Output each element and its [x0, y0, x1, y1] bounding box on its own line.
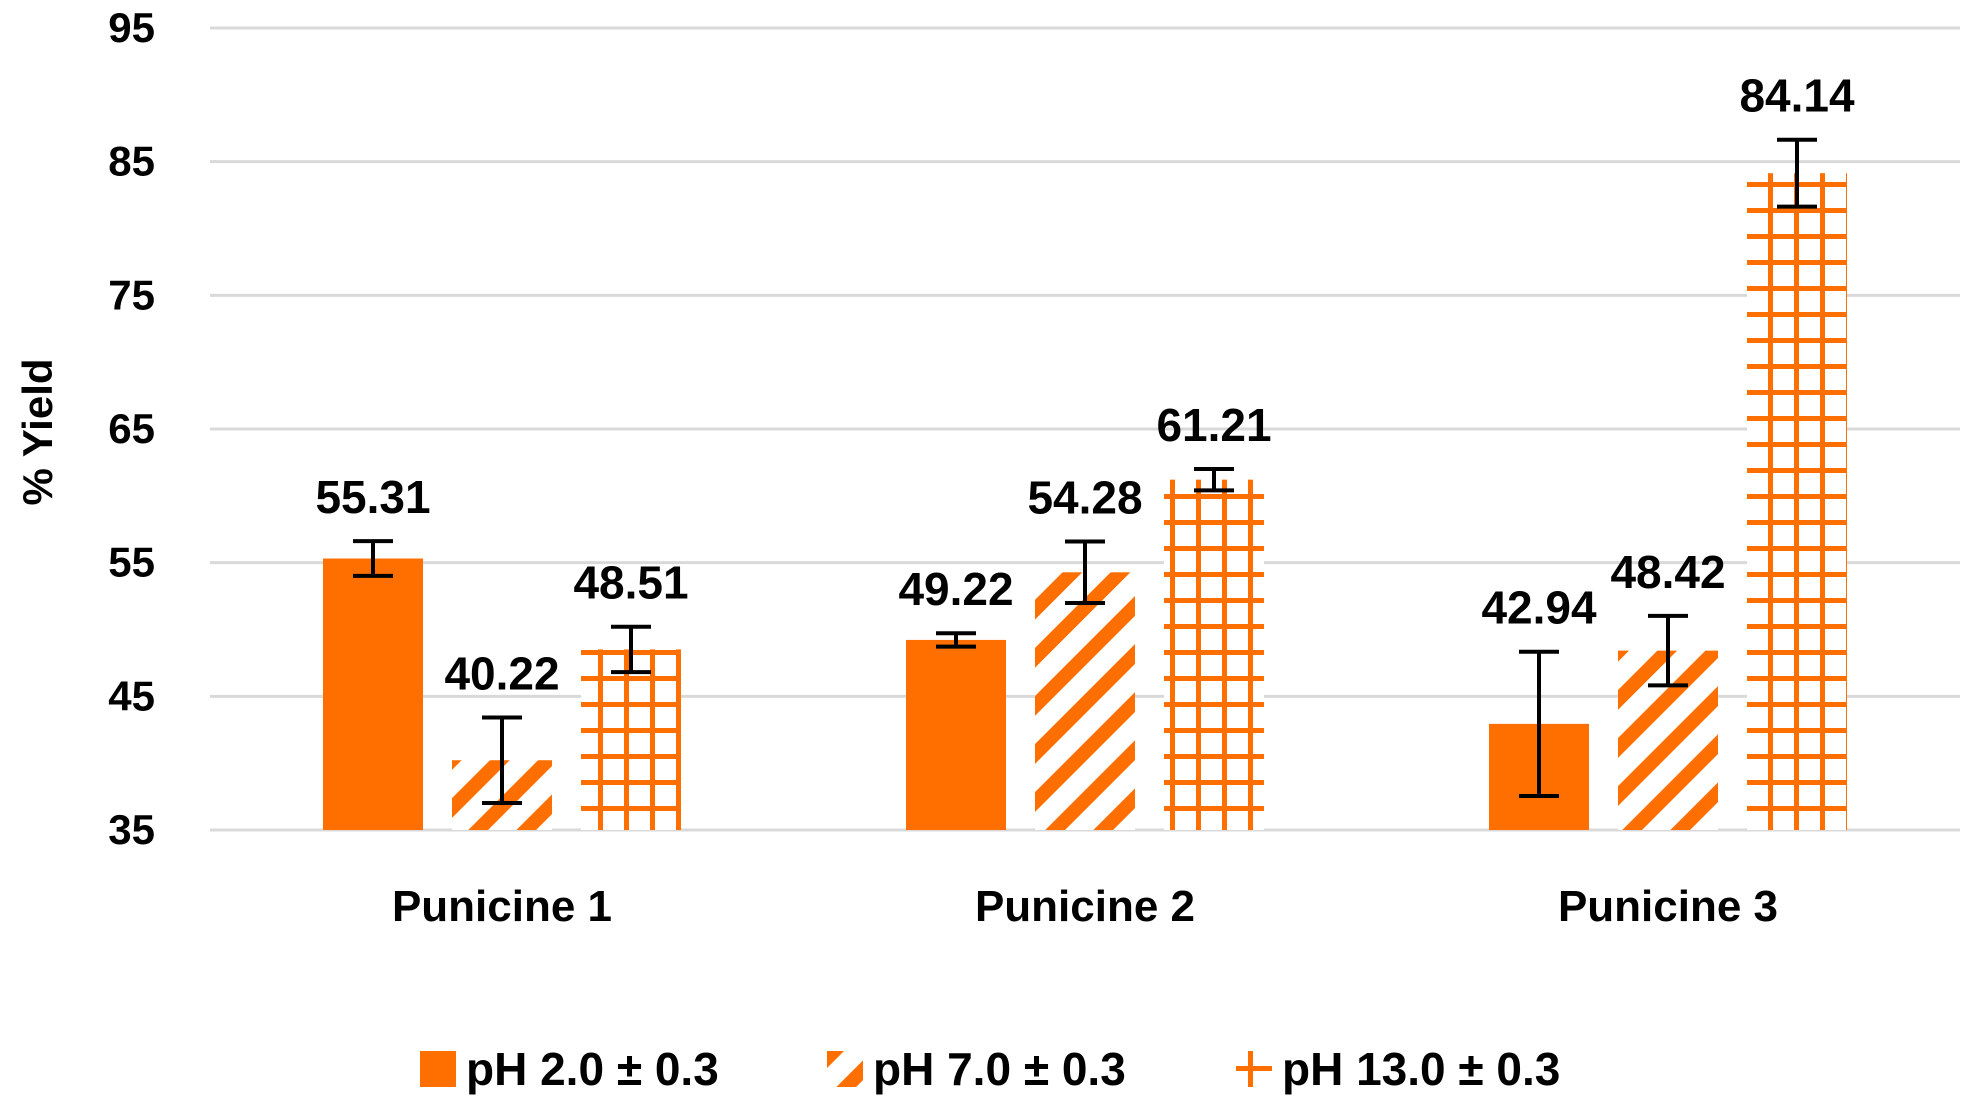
bar: [1164, 479, 1264, 830]
legend-swatch: [420, 1051, 456, 1087]
y-axis-ticks: 35 45 55 65 75 85 95: [108, 4, 155, 853]
y-tick-label: 65: [108, 405, 155, 452]
data-label: 55.31: [315, 471, 430, 523]
y-tick-label: 45: [108, 672, 155, 719]
data-label: 54.28: [1027, 472, 1142, 524]
legend: pH 2.0 ± 0.3 pH 7.0 ± 0.3 pH 13.0 ± 0.3: [420, 1043, 1560, 1095]
data-labels: 55.31 40.22 48.51 49.22 54.28 61.21 42.9448.42…: [315, 70, 1855, 700]
bar: [906, 639, 1006, 830]
data-label: 49.22: [898, 563, 1013, 615]
y-tick-label: 55: [108, 539, 155, 586]
category-label: Punicine 3: [1558, 882, 1778, 931]
data-label: 42.94: [1481, 582, 1597, 634]
y-tick-label: 95: [108, 4, 155, 51]
y-tick-label: 75: [108, 271, 155, 318]
y-axis-title: % Yield: [14, 358, 61, 505]
legend-label: pH 7.0 ± 0.3: [873, 1043, 1126, 1095]
legend-swatch: [827, 1051, 863, 1087]
legend-label: pH 2.0 ± 0.3: [466, 1043, 719, 1095]
bar: [1747, 173, 1847, 831]
data-label: 61.21: [1156, 399, 1271, 451]
category-labels: Punicine 1 Punicine 2 Punicine 3: [392, 882, 1778, 931]
data-label: 48.51: [573, 557, 688, 609]
category-label: Punicine 2: [975, 882, 1195, 931]
bar: [323, 558, 423, 830]
y-tick-label: 85: [108, 138, 155, 185]
data-label: 48.42: [1610, 546, 1725, 598]
y-tick-label: 35: [108, 806, 155, 853]
error-bars: [353, 137, 1817, 805]
legend-swatch: [1236, 1051, 1272, 1087]
bar: [1035, 572, 1135, 830]
bar: [581, 649, 681, 830]
legend-label: pH 13.0 ± 0.3: [1282, 1043, 1560, 1095]
data-label: 40.22: [444, 647, 559, 699]
category-label: Punicine 1: [392, 882, 612, 931]
data-label: 84.14: [1739, 70, 1855, 122]
